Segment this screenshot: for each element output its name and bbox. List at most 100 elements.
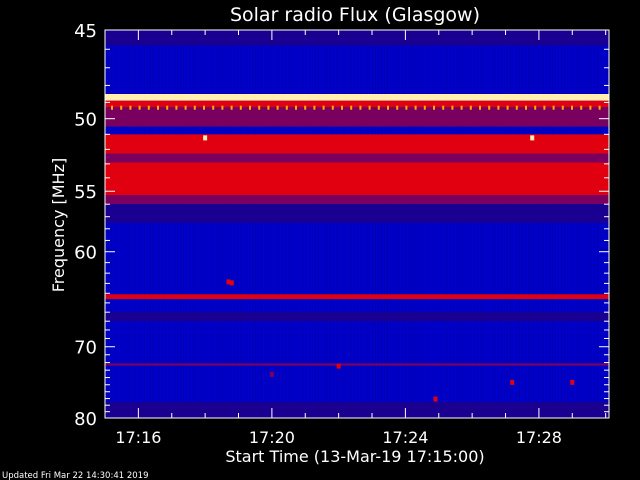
- noise-streak: [459, 30, 460, 418]
- noise-streak: [297, 30, 298, 418]
- interference-dot: [322, 105, 325, 110]
- interference-dot: [138, 105, 141, 110]
- x-tick-label: 17:24: [382, 428, 428, 447]
- noise-streak: [546, 30, 547, 418]
- noise-streak: [549, 30, 550, 418]
- noise-streak: [147, 30, 148, 418]
- interference-dot: [534, 105, 537, 110]
- plot-frame: [104, 29, 610, 419]
- noise-streak: [540, 30, 541, 418]
- interference-dot: [157, 105, 159, 110]
- band-mid: [105, 363, 609, 366]
- noise-streak: [498, 30, 499, 418]
- updated-timestamp: Updated Fri Mar 22 14:30:41 2019: [2, 471, 148, 480]
- noise-streak: [531, 30, 532, 418]
- interference-dot: [543, 105, 546, 110]
- noise-streak: [537, 30, 538, 418]
- noise-streak: [558, 30, 559, 418]
- noise-streak: [420, 30, 421, 418]
- noise-streak: [513, 30, 514, 418]
- noise-streak: [576, 30, 577, 418]
- burst-point: [530, 135, 535, 141]
- noise-streak: [480, 30, 481, 418]
- y-tick-label: 45: [74, 21, 97, 42]
- noise-streak: [309, 30, 310, 418]
- interference-dot: [230, 105, 233, 110]
- noise-streak: [408, 30, 409, 418]
- interference-dot: [350, 105, 353, 110]
- noise-streak: [108, 30, 109, 418]
- noise-streak: [555, 30, 556, 418]
- noise-streak: [150, 30, 151, 418]
- noise-streak: [285, 30, 286, 418]
- noise-streak: [387, 30, 388, 418]
- band-dark: [105, 30, 609, 46]
- noise-streak: [237, 30, 238, 418]
- interference-dot: [396, 105, 399, 110]
- interference-dot: [405, 105, 408, 110]
- x-tick-label: 17:28: [516, 428, 562, 447]
- noise-streak: [366, 30, 367, 418]
- noise-streak: [372, 30, 373, 418]
- interference-dot: [193, 105, 196, 110]
- noise-streak: [183, 30, 184, 418]
- burst-point: [203, 135, 208, 141]
- noise-streak: [378, 30, 379, 418]
- noise-streak: [321, 30, 322, 418]
- noise-streak: [390, 30, 391, 418]
- noise-streak: [219, 30, 220, 418]
- noise-streak: [570, 30, 571, 418]
- noise-streak: [312, 30, 313, 418]
- noise-streak: [225, 30, 226, 418]
- noise-streak: [279, 30, 280, 418]
- interference-dot: [147, 105, 150, 110]
- noise-streak: [165, 30, 166, 418]
- noise-streak: [180, 30, 181, 418]
- noise-streak: [543, 30, 544, 418]
- noise-streak: [231, 30, 232, 418]
- band-dark: [105, 204, 609, 223]
- noise-streak: [159, 30, 160, 418]
- burst-point: [226, 279, 231, 285]
- noise-streak: [156, 30, 157, 418]
- noise-streak: [144, 30, 145, 418]
- interference-dot: [442, 105, 445, 110]
- band-strong: [105, 100, 609, 108]
- noise-streak: [129, 30, 130, 418]
- noise-streak: [315, 30, 316, 418]
- interference-dot: [111, 105, 113, 110]
- noise-streak: [138, 30, 139, 418]
- noise-streak: [234, 30, 235, 418]
- noise-streak: [411, 30, 412, 418]
- noise-streak: [516, 30, 517, 418]
- noise-streak: [261, 30, 262, 418]
- interference-dot: [212, 105, 215, 110]
- burst-point: [433, 396, 438, 402]
- interference-dot: [598, 105, 601, 110]
- interference-dot: [120, 105, 123, 110]
- burst-point: [510, 379, 515, 385]
- noise-streak: [561, 30, 562, 418]
- noise-streak: [162, 30, 163, 418]
- noise-streak: [492, 30, 493, 418]
- noise-streak: [195, 30, 196, 418]
- noise-streak: [522, 30, 523, 418]
- noise-streak: [528, 30, 529, 418]
- noise-streak: [222, 30, 223, 418]
- noise-streak: [489, 30, 490, 418]
- noise-streak: [564, 30, 565, 418]
- interference-dot: [423, 105, 426, 110]
- interference-dot: [580, 105, 583, 110]
- noise-streak: [141, 30, 142, 418]
- interference-dot: [331, 105, 334, 110]
- x-tick-label: 17:20: [249, 428, 295, 447]
- noise-streak: [594, 30, 595, 418]
- interference-dot: [175, 105, 178, 110]
- noise-streak: [345, 30, 346, 418]
- interference-dot: [129, 105, 132, 110]
- noise-streak: [573, 30, 574, 418]
- burst-point: [269, 371, 274, 377]
- noise-streak: [375, 30, 376, 418]
- noise-streak: [342, 30, 343, 418]
- noise-streak: [483, 30, 484, 418]
